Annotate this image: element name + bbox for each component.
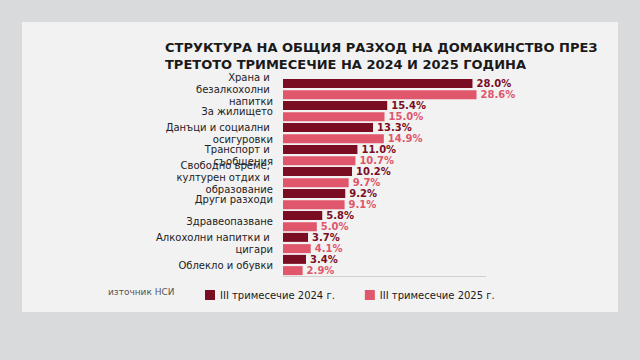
- svg-text:Свободно време,: Свободно време,: [181, 160, 273, 171]
- svg-text:9.1%: 9.1%: [349, 199, 377, 210]
- svg-text:2.9%: 2.9%: [307, 265, 335, 276]
- svg-text:културен отдих и: културен отдих и: [177, 172, 273, 183]
- svg-text:За жилището: За жилището: [201, 106, 273, 117]
- svg-text:11.0%: 11.0%: [361, 144, 396, 155]
- svg-text:цигари: цигари: [235, 244, 273, 255]
- svg-text:10.2%: 10.2%: [356, 166, 391, 177]
- svg-text:5.0%: 5.0%: [321, 221, 349, 232]
- svg-text:9.2%: 9.2%: [349, 188, 377, 199]
- svg-text:14.9%: 14.9%: [388, 133, 423, 144]
- svg-text:III тримесечие 2025 г.: III тримесечие 2025 г.: [380, 290, 495, 301]
- svg-text:28.0%: 28.0%: [476, 78, 511, 89]
- svg-text:напитки: напитки: [228, 95, 273, 107]
- svg-text:15.4%: 15.4%: [391, 100, 426, 111]
- svg-text:източник НСИ: източник НСИ: [108, 287, 175, 297]
- svg-text:15.0%: 15.0%: [389, 111, 424, 122]
- svg-text:4.1%: 4.1%: [315, 243, 343, 254]
- svg-text:ТРЕТОТО ТРИМЕСЕЧИЕ НА 2024 И 2: ТРЕТОТО ТРИМЕСЕЧИЕ НА 2024 И 2025 ГОДИНА: [165, 57, 526, 72]
- svg-text:Храна и: Храна и: [228, 72, 273, 83]
- svg-text:СТРУКТУРА НА ОБЩИЯ РАЗХОД НА Д: СТРУКТУРА НА ОБЩИЯ РАЗХОД НА ДОМАКИНСТВО…: [165, 40, 598, 55]
- svg-text:Данъци и социални: Данъци и социални: [166, 122, 273, 133]
- svg-text:Алкохолни напитки и: Алкохолни напитки и: [156, 232, 273, 243]
- svg-text:28.6%: 28.6%: [481, 89, 516, 100]
- svg-text:осигуровки: осигуровки: [212, 133, 273, 145]
- svg-text:3.7%: 3.7%: [312, 232, 340, 243]
- svg-text:Здравеопазване: Здравеопазване: [186, 216, 273, 227]
- svg-text:10.7%: 10.7%: [359, 155, 394, 166]
- svg-text:5.8%: 5.8%: [326, 210, 354, 221]
- svg-text:3.4%: 3.4%: [310, 254, 338, 265]
- svg-text:Други разходи: Други разходи: [195, 194, 273, 205]
- svg-text:Транспорт и: Транспорт и: [204, 144, 273, 155]
- svg-text:III тримесечие 2024 г.: III тримесечие 2024 г.: [220, 290, 335, 301]
- svg-text:9.7%: 9.7%: [353, 177, 381, 188]
- svg-text:13.3%: 13.3%: [377, 122, 412, 133]
- svg-text:безалкохолни: безалкохолни: [196, 84, 273, 95]
- svg-text:Облекло и обувки: Облекло и обувки: [178, 260, 273, 271]
- svg-text:образование: образование: [205, 183, 273, 195]
